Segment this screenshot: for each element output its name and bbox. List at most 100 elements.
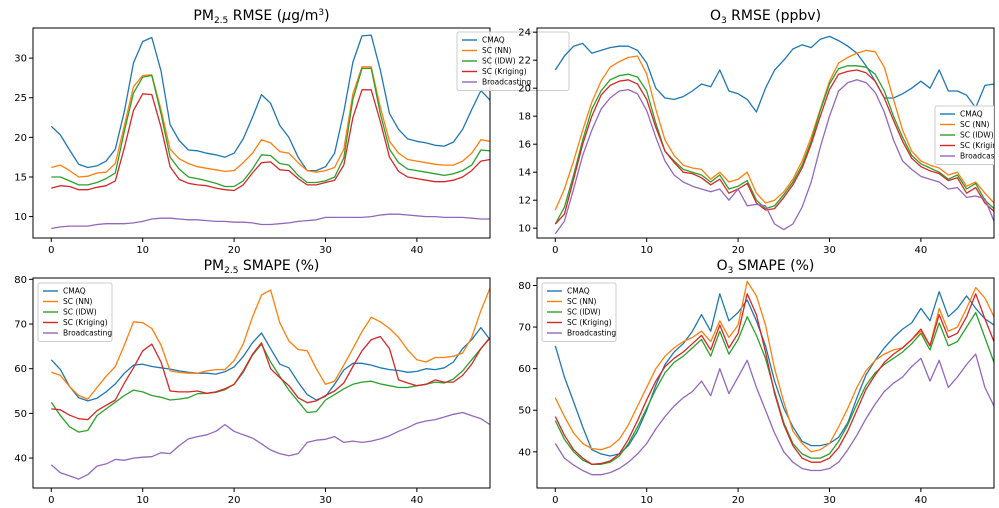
x-tick-label: 0 xyxy=(48,245,54,256)
legend-label: SC (Kriging) xyxy=(482,67,527,76)
chart-title: O3 SMAPE (%) xyxy=(717,258,815,276)
legend-label: CMAQ xyxy=(960,110,983,119)
series-line-5 xyxy=(50,411,490,480)
y-tick-label: 70 xyxy=(14,320,27,331)
legend-frame xyxy=(456,31,570,91)
series-line-5 xyxy=(554,79,994,235)
y-tick-label: 16 xyxy=(518,140,531,151)
y-tick-label: 25 xyxy=(14,93,27,104)
series-group xyxy=(50,34,490,230)
legend-label: CMAQ xyxy=(567,287,590,296)
chart-title: O3 RMSE (ppbv) xyxy=(710,8,821,26)
series-line-4 xyxy=(554,69,994,225)
legend-frame xyxy=(541,282,617,342)
series-line-2 xyxy=(51,287,490,400)
x-tick-label: 20 xyxy=(732,245,745,256)
plot-frame xyxy=(32,27,491,239)
series-line-3 xyxy=(50,337,490,433)
legend-label: SC (Kriging) xyxy=(63,318,108,327)
series-line-3 xyxy=(51,67,490,188)
y-tick-label: 18 xyxy=(518,112,531,123)
y-tick-label: 70 xyxy=(518,323,531,334)
legend-label: SC (Kriging) xyxy=(960,141,999,150)
y-tick-label: 30 xyxy=(14,54,27,65)
legend-label: SC (IDW) xyxy=(567,308,601,317)
y-tick-label: 20 xyxy=(518,84,531,95)
y-tick-label: 50 xyxy=(14,409,27,420)
y-tick-label: 15 xyxy=(14,172,27,183)
series-line-2 xyxy=(51,66,490,178)
x-tick-label: 10 xyxy=(640,245,653,256)
series-line-4 xyxy=(51,89,490,192)
series-line-1 xyxy=(50,326,490,402)
series-line-3 xyxy=(554,311,994,465)
series-line-1 xyxy=(554,291,994,457)
legend-label: Broadcasting xyxy=(482,78,531,87)
x-tick-label: 40 xyxy=(915,495,928,506)
series-group xyxy=(554,280,994,476)
x-tick-label: 40 xyxy=(411,245,424,256)
legend-label: SC (NN) xyxy=(960,120,990,129)
chart-panel-2: O3 RMSE (ppbv) 0 10 20 30 40 10 12 14 16 18 20 22 24 C… xyxy=(518,8,999,256)
legend-label: SC (NN) xyxy=(567,297,597,306)
x-tick-label: 20 xyxy=(228,245,241,256)
plot-frame xyxy=(536,277,995,489)
legend-label: CMAQ xyxy=(63,287,86,296)
y-tick-label: 50 xyxy=(518,406,531,417)
x-tick-label: 10 xyxy=(136,495,149,506)
y-tick-label: 40 xyxy=(14,454,27,465)
legend-label: Broadcasting xyxy=(960,152,999,161)
x-tick-label: 0 xyxy=(552,495,558,506)
x-tick-label: 20 xyxy=(228,495,241,506)
legend-label: Broadcasting xyxy=(567,329,616,338)
x-tick-label: 30 xyxy=(319,245,332,256)
series-line-4 xyxy=(554,293,994,465)
legend-frame xyxy=(934,105,994,165)
y-tick-label: 10 xyxy=(518,224,531,235)
x-tick-label: 10 xyxy=(136,245,149,256)
series-line-4 xyxy=(51,335,490,421)
x-tick-label: 10 xyxy=(640,495,653,506)
chart-panel-1: PM2.5 RMSE (μg/m3) 0 10 20 30 40 10 15 20 25 30 CMA… xyxy=(14,8,570,256)
series-group xyxy=(50,287,490,480)
x-tick-label: 0 xyxy=(48,495,54,506)
y-tick-label: 24 xyxy=(518,28,531,39)
plot-frame xyxy=(32,277,491,489)
y-tick-label: 60 xyxy=(14,364,27,375)
x-tick-label: 40 xyxy=(915,245,928,256)
x-tick-label: 30 xyxy=(823,495,836,506)
x-tick-label: 40 xyxy=(411,495,424,506)
x-tick-label: 30 xyxy=(823,245,836,256)
y-tick-label: 40 xyxy=(518,447,531,458)
series-line-1 xyxy=(50,34,490,172)
y-tick-label: 60 xyxy=(518,364,531,375)
x-tick-label: 30 xyxy=(319,495,332,506)
series-line-5 xyxy=(554,353,994,476)
chart-panel-3: PM2.5 SMAPE (%)0 10 20 30 404050607080CMAQSC… xyxy=(14,258,491,506)
y-tick-label: 12 xyxy=(518,196,531,207)
legend-label: CMAQ xyxy=(482,36,505,45)
legend-label: SC (NN) xyxy=(63,297,93,306)
y-tick-label: 80 xyxy=(518,281,531,292)
y-tick-label: 14 xyxy=(518,168,531,179)
x-tick-label: 0 xyxy=(552,245,558,256)
chart-title: PM2.5 SMAPE (%) xyxy=(204,258,320,276)
y-tick-label: 20 xyxy=(14,133,27,144)
series-line-1 xyxy=(554,35,994,113)
legend-label: SC (IDW) xyxy=(960,131,994,140)
legend-frame xyxy=(37,282,113,342)
legend-label: Broadcasting xyxy=(63,329,112,338)
series-line-5 xyxy=(51,213,490,230)
x-tick-label: 20 xyxy=(732,495,745,506)
y-tick-label: 10 xyxy=(14,212,27,223)
series-line-2 xyxy=(554,280,994,453)
legend-label: SC (Kriging) xyxy=(567,318,612,327)
legend-label: SC (NN) xyxy=(482,46,512,55)
chart-title: PM2.5 RMSE (μg/m3) xyxy=(193,8,329,26)
